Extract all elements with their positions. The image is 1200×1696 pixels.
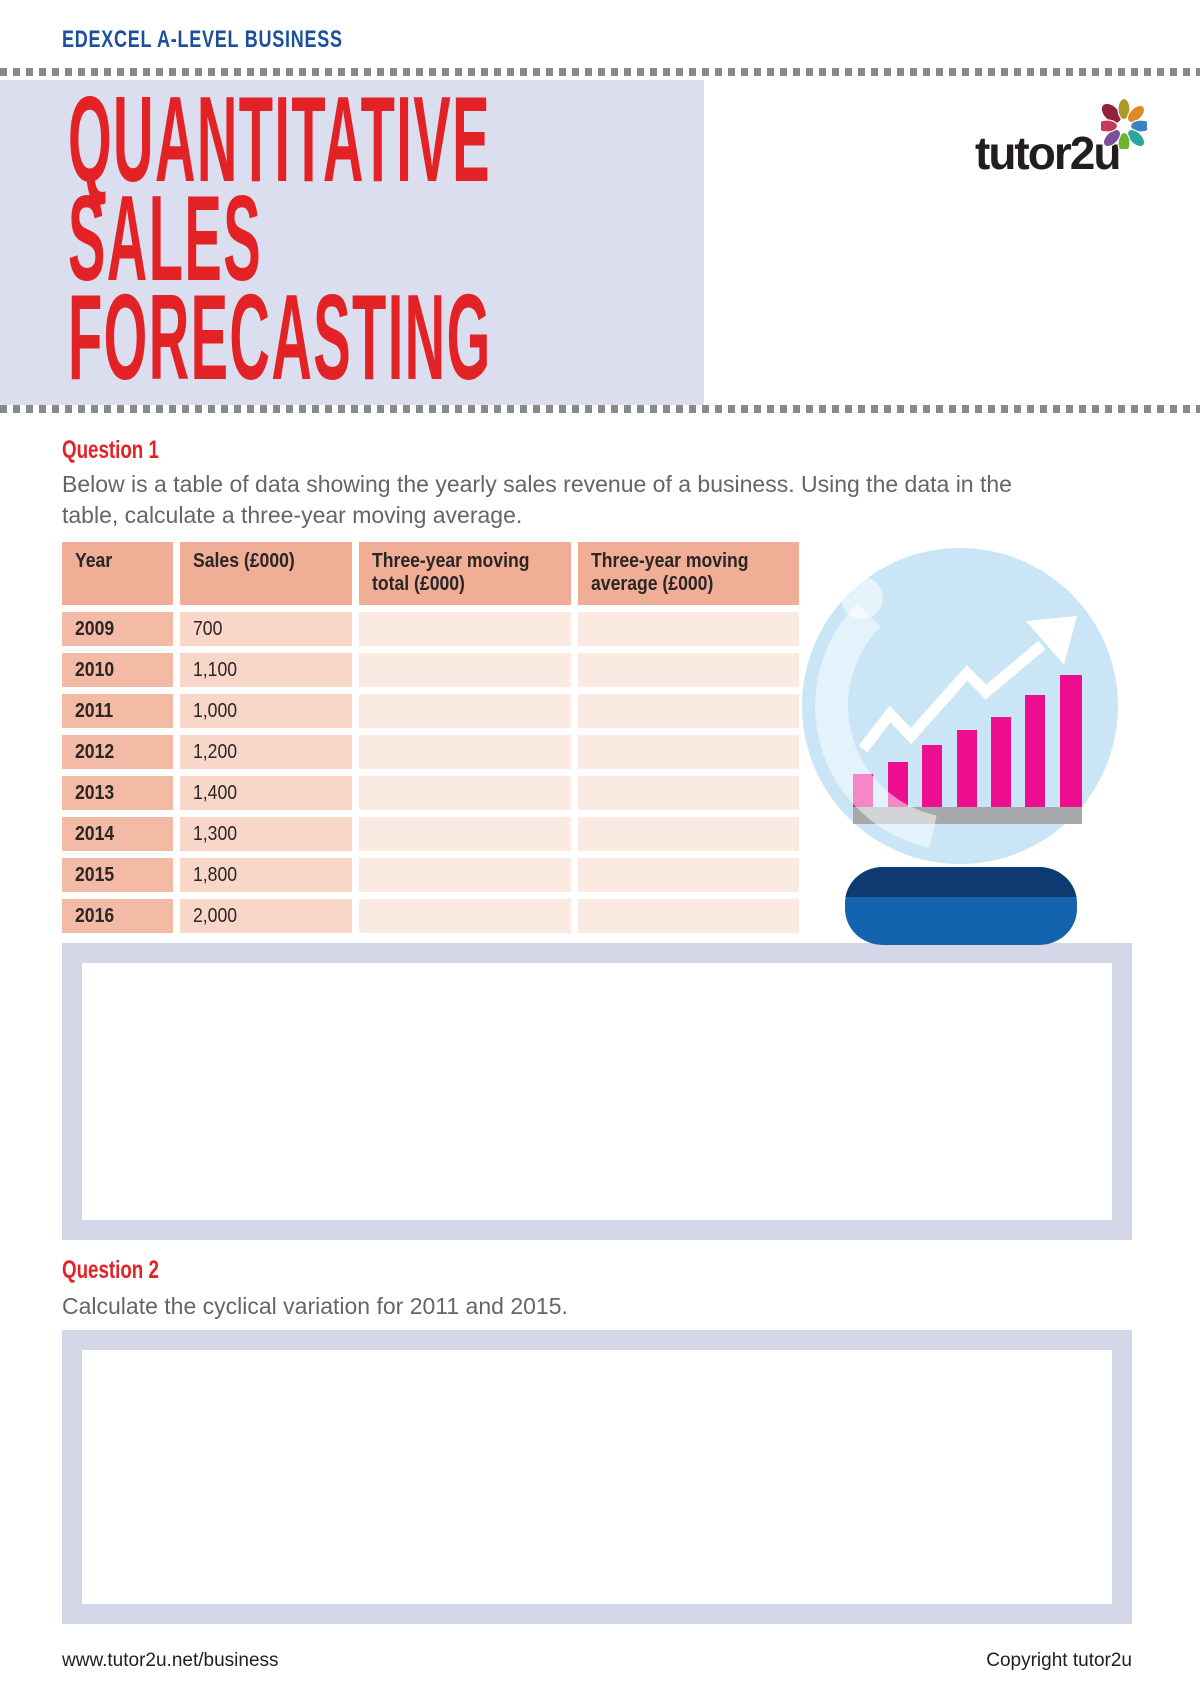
- footer-url: www.tutor2u.net/business: [62, 1650, 279, 1671]
- moving-total-cell: [359, 858, 571, 892]
- sales-data-table: Year Sales (£000) Three-year moving tota…: [62, 542, 799, 933]
- page-title-line: SALES: [68, 169, 263, 306]
- column-header-year: Year: [62, 542, 173, 605]
- dotted-divider-bottom: [0, 405, 1200, 413]
- moving-average-cell: [578, 694, 799, 728]
- sales-cell: 1,800: [180, 858, 352, 892]
- dotted-divider-top: [0, 68, 1200, 76]
- trend-arrow-icon: [858, 616, 1077, 753]
- title-banner: QUANTITATIVE SALES FORECASTING: [0, 71, 704, 405]
- sales-cell: 1,200: [180, 735, 352, 769]
- moving-average-cell: [578, 776, 799, 810]
- year-cell: 2013: [62, 776, 173, 810]
- eyebrow-text: EDEXCEL A-LEVEL BUSINESS: [62, 26, 343, 53]
- moving-total-cell: [359, 735, 571, 769]
- crystal-ball-illustration: [802, 548, 1118, 945]
- year-cell: 2016: [62, 899, 173, 933]
- footer-copyright: Copyright tutor2u: [986, 1650, 1132, 1671]
- moving-average-cell: [578, 817, 799, 851]
- moving-average-cell: [578, 653, 799, 687]
- page-title-line: QUANTITATIVE: [68, 71, 491, 207]
- sales-cell: 700: [180, 612, 352, 646]
- sales-cell: 1,400: [180, 776, 352, 810]
- sales-cell: 1,000: [180, 694, 352, 728]
- answer-box-question-2: [62, 1330, 1132, 1624]
- column-header-moving-average: Three-year moving average (£000): [578, 542, 799, 605]
- moving-average-cell: [578, 735, 799, 769]
- column-header-sales: Sales (£000): [180, 542, 352, 605]
- glass-highlight: [815, 603, 937, 848]
- question-1-heading: Question 1: [62, 436, 159, 464]
- year-cell: 2015: [62, 858, 173, 892]
- moving-total-cell: [359, 612, 571, 646]
- flower-icon: [1101, 99, 1147, 149]
- year-cell: 2010: [62, 653, 173, 687]
- sales-cell: 1,300: [180, 817, 352, 851]
- eyebrow-course-label: EDEXCEL A-LEVEL BUSINESS: [62, 26, 436, 54]
- question-1-text: Below is a table of data showing the yea…: [62, 471, 1012, 528]
- page-title: QUANTITATIVE SALES FORECASTING: [68, 71, 492, 405]
- column-header-moving-total: Three-year moving total (£000): [359, 542, 571, 605]
- glass-highlight-dot: [841, 577, 883, 619]
- bar-chart-graphic: [853, 675, 1082, 824]
- moving-average-cell: [578, 899, 799, 933]
- bar-chart-base: [853, 807, 1082, 824]
- moving-total-cell: [359, 817, 571, 851]
- crystal-ball-base-pedestal: [845, 867, 1077, 945]
- tutor2u-logo: tutor2u: [975, 127, 1121, 179]
- question-2-text: Calculate the cyclical variation for 201…: [62, 1293, 568, 1319]
- moving-total-cell: [359, 776, 571, 810]
- answer-box-question-1: [62, 943, 1132, 1240]
- moving-total-cell: [359, 899, 571, 933]
- sales-cell: 2,000: [180, 899, 352, 933]
- year-cell: 2012: [62, 735, 173, 769]
- page-title-line: FORECASTING: [68, 268, 492, 405]
- year-cell: 2011: [62, 694, 173, 728]
- year-cell: 2009: [62, 612, 173, 646]
- question-2-heading: Question 2: [62, 1256, 159, 1284]
- sales-cell: 1,100: [180, 653, 352, 687]
- moving-average-cell: [578, 612, 799, 646]
- moving-total-cell: [359, 694, 571, 728]
- year-cell: 2014: [62, 817, 173, 851]
- moving-total-cell: [359, 653, 571, 687]
- moving-average-cell: [578, 858, 799, 892]
- crystal-ball-glass: [802, 548, 1118, 864]
